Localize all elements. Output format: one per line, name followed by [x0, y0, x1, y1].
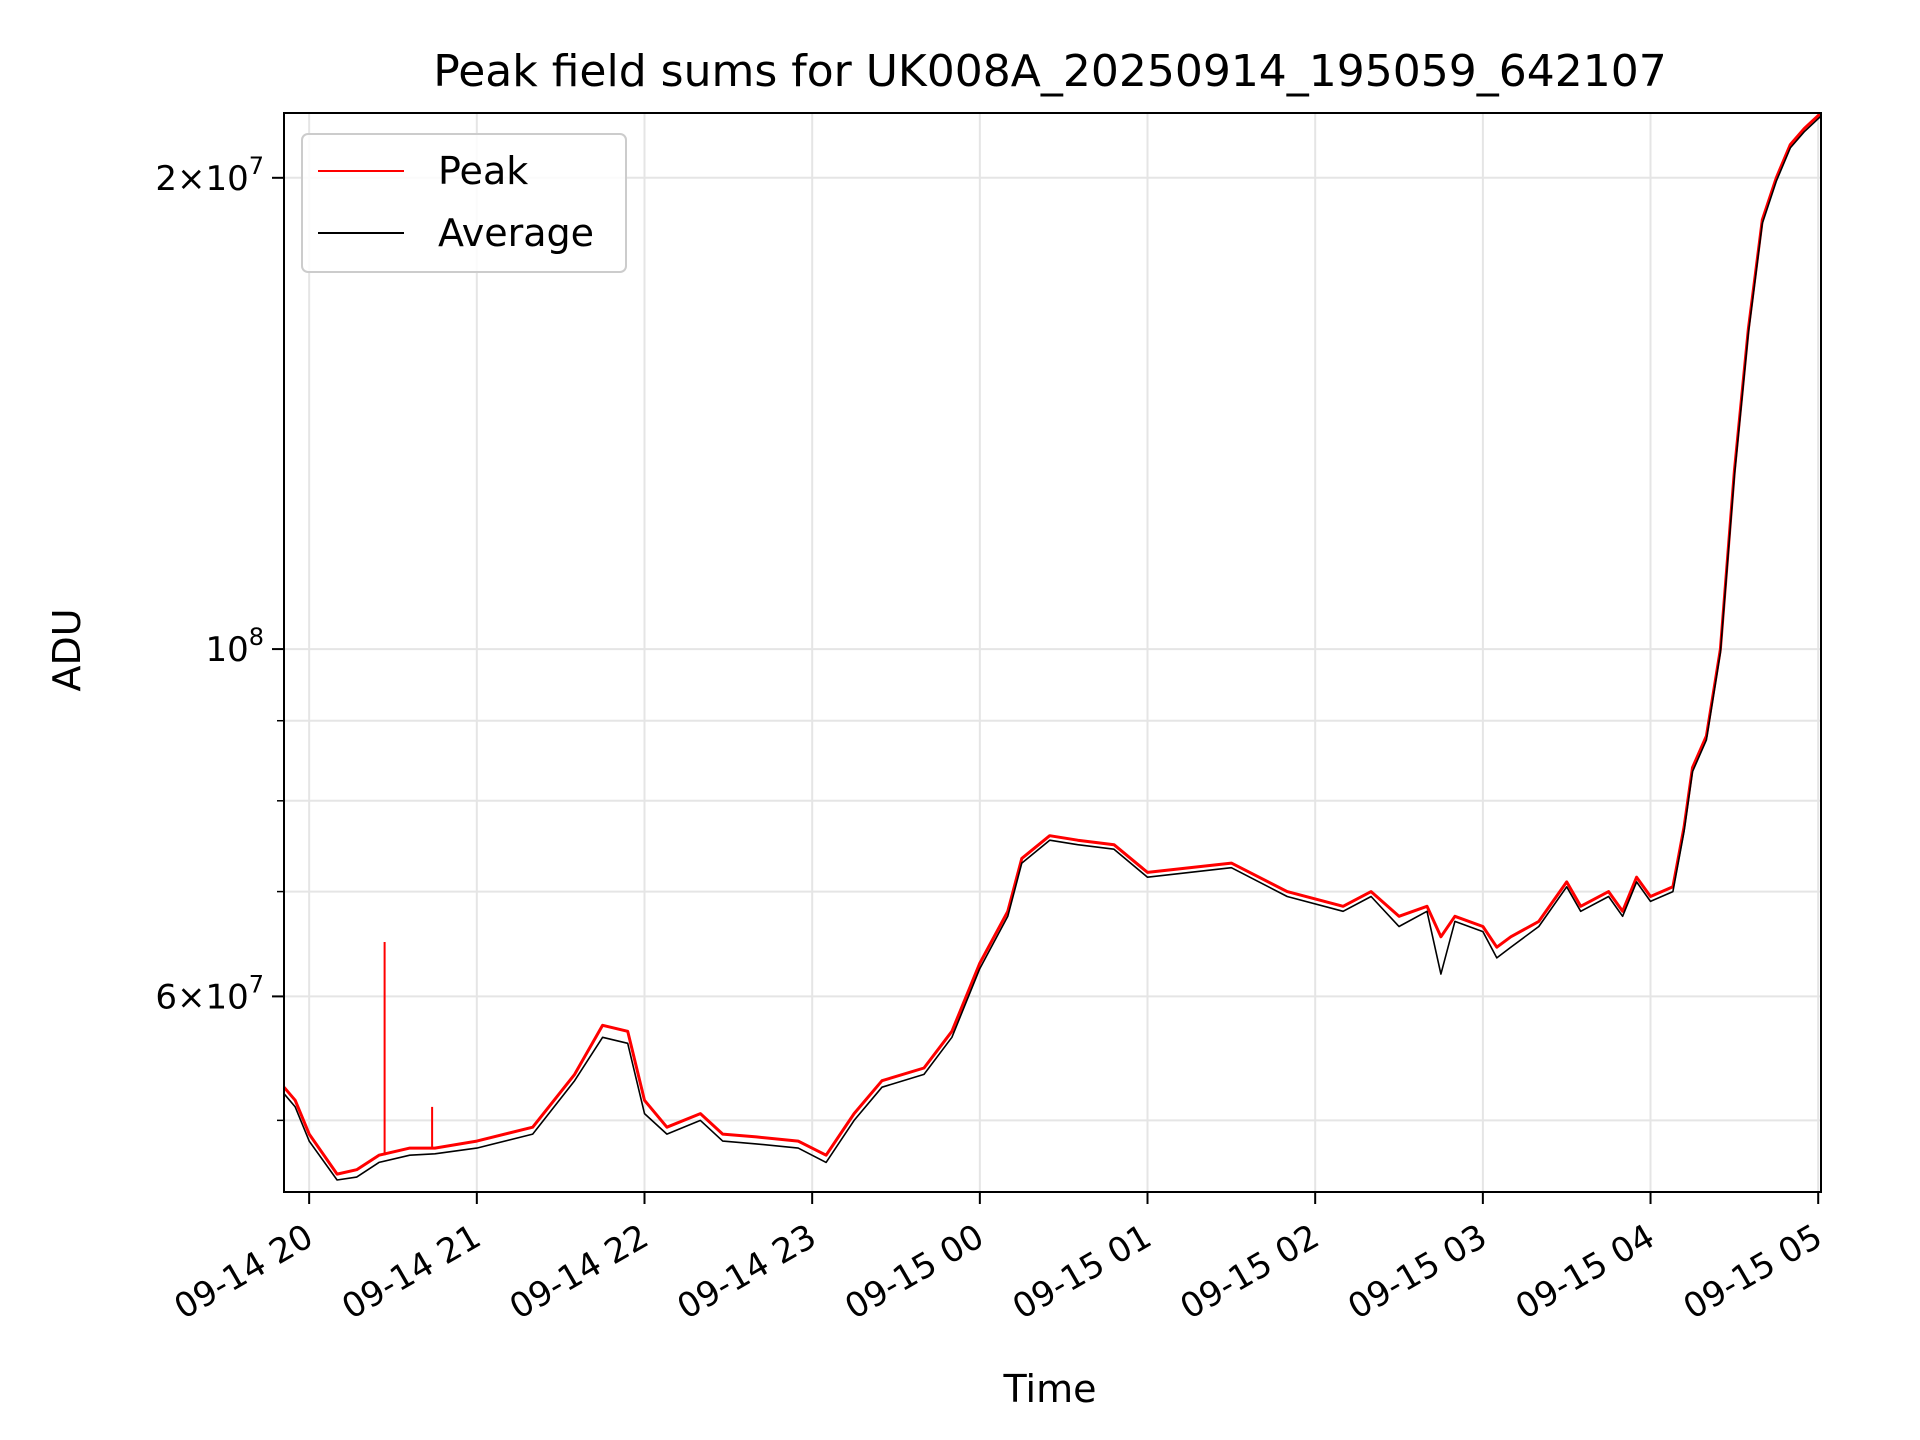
legend: Peak Average	[301, 133, 627, 273]
y-tick-label: 108	[205, 623, 264, 670]
legend-average-label: Average	[438, 211, 594, 255]
series-line-average	[283, 115, 1822, 1181]
x-axis-label: Time	[1003, 1367, 1097, 1411]
y-tick-label: 6×107	[155, 970, 264, 1017]
y-tick-label: 2×107	[155, 152, 264, 199]
y-axis-ticks: 6×107 108 2×107	[155, 152, 284, 1122]
chart-title: Peak field sums for UK008A_20250914_1950…	[433, 46, 1666, 97]
plot-area	[282, 111, 1823, 1181]
legend-box	[301, 133, 627, 273]
axes-frame	[283, 112, 1822, 1193]
y-axis-label: ADU	[45, 608, 89, 691]
grid-lines	[284, 113, 1821, 1192]
series-line-peak	[282, 111, 1823, 1176]
legend-peak-label: Peak	[438, 149, 528, 193]
